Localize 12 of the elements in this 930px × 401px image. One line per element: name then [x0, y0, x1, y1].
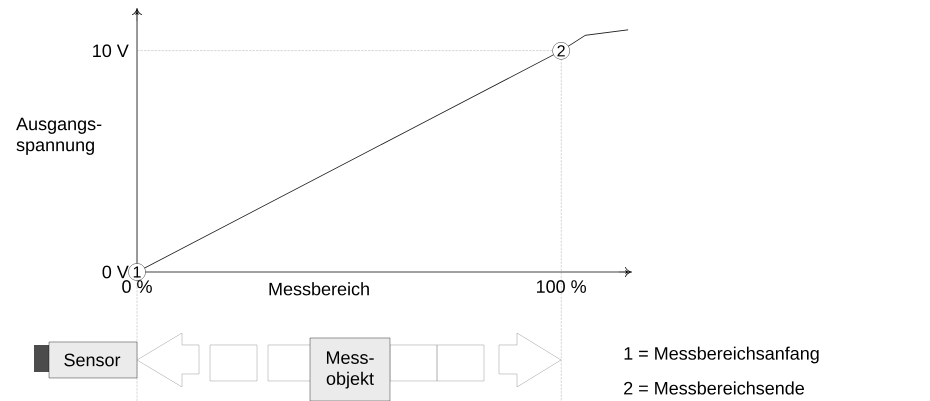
y-tick-label: 10 V: [93, 44, 129, 58]
x-tick-label: 100 %: [536, 280, 586, 293]
x-axis-title: Messbereich: [270, 282, 369, 296]
x-tick-label: 0 %: [122, 280, 152, 293]
y-tick-label: 0 V: [102, 266, 129, 278]
text: 2 = Messbereichsende: [624, 381, 804, 395]
annotation: 1: [134, 266, 141, 278]
text: 1 = Messbereichsanfang: [624, 346, 819, 364]
text: Mess-objekt: [326, 351, 374, 389]
text: Sensor: [64, 354, 120, 366]
annotation: 2: [557, 45, 565, 56]
y-axis-title: Ausgangs-spannung: [16, 118, 102, 155]
